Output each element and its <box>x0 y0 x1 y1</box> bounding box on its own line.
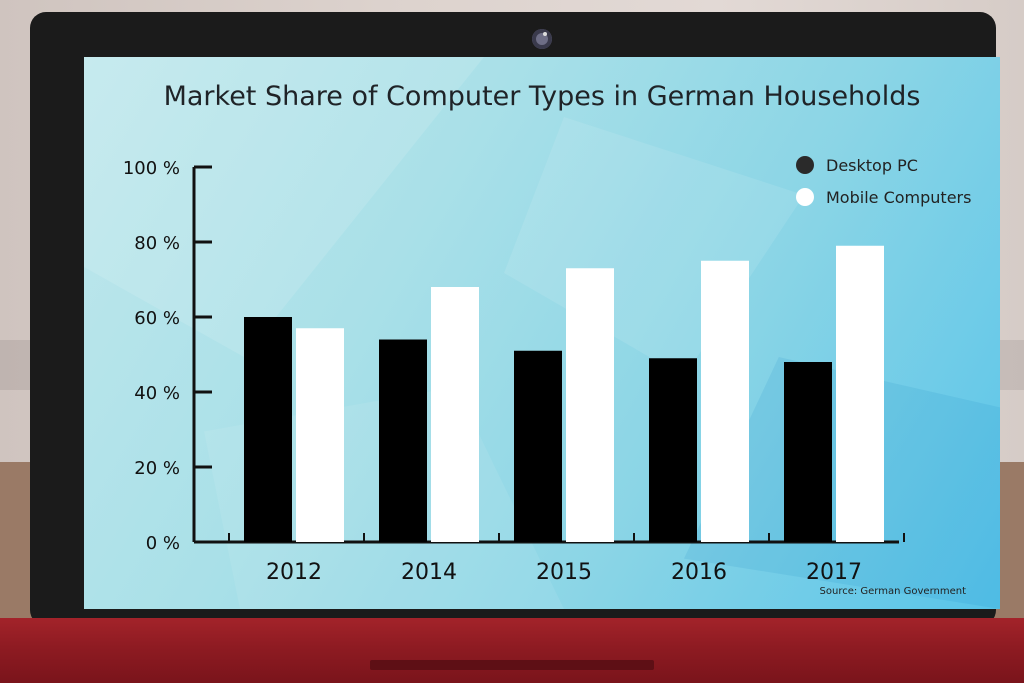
y-tick-label: 60 % <box>134 308 180 329</box>
bar-desktop-pc-2017 <box>784 362 832 542</box>
y-tick-label: 100 % <box>123 158 180 179</box>
bar-mobile-computers-2015 <box>566 268 614 542</box>
laptop-base <box>0 618 1024 683</box>
laptop-bezel: Market Share of Computer Types in German… <box>30 12 1000 626</box>
chart-title: Market Share of Computer Types in German… <box>163 81 921 112</box>
x-category-label: 2017 <box>806 560 862 585</box>
bar-desktop-pc-2012 <box>244 317 292 542</box>
y-tick-label: 40 % <box>134 383 180 404</box>
source-note: Source: German Government <box>819 586 966 597</box>
bar-desktop-pc-2015 <box>514 350 562 542</box>
legend-item-mobile-computers: Mobile Computers <box>796 181 971 213</box>
bar-desktop-pc-2016 <box>649 358 697 542</box>
x-category-label: 2015 <box>536 560 592 585</box>
legend-swatch-desktop-pc <box>796 156 814 174</box>
legend-swatch-mobile-computers <box>796 188 814 206</box>
bar-desktop-pc-2014 <box>379 339 427 542</box>
webcam-icon <box>532 29 552 49</box>
x-category-label: 2016 <box>671 560 727 585</box>
legend-label-desktop-pc: Desktop PC <box>826 155 918 175</box>
legend-item-desktop-pc: Desktop PC <box>796 149 971 181</box>
x-category-label: 2012 <box>266 560 322 585</box>
y-tick-label: 0 % <box>146 533 180 554</box>
chart-legend: Desktop PC Mobile Computers <box>796 149 971 213</box>
legend-label-mobile-computers: Mobile Computers <box>826 187 972 207</box>
bar-mobile-computers-2014 <box>431 287 479 542</box>
bar-mobile-computers-2017 <box>836 245 884 542</box>
y-tick-label: 20 % <box>134 458 180 479</box>
bar-chart: 0 % 20 % 40 % 60 % 80 % 100 % 2012 2014 2015 2016… <box>123 158 905 585</box>
bar-mobile-computers-2012 <box>296 328 344 542</box>
x-category-label: 2014 <box>401 560 457 585</box>
laptop-base-slot <box>370 660 654 670</box>
bar-mobile-computers-2016 <box>701 260 749 542</box>
laptop-screen: Market Share of Computer Types in German… <box>84 57 1000 609</box>
y-tick-label: 80 % <box>134 233 180 254</box>
